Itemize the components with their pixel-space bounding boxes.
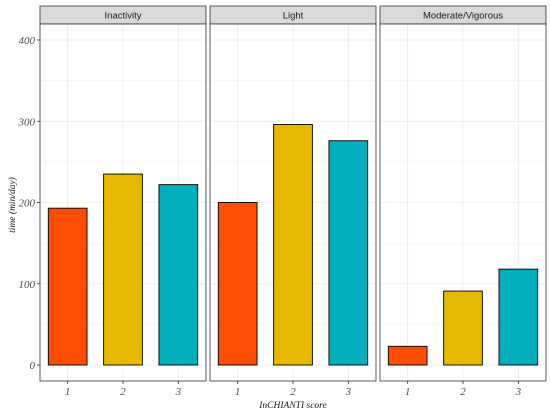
facet-panel: Moderate/Vigorous — [379, 5, 547, 382]
y-tick-label: 0 — [30, 360, 36, 372]
bar — [387, 345, 428, 366]
x-tick-label: 2 — [460, 386, 466, 398]
y-tick-label: 100 — [19, 279, 36, 291]
x-tick-label: 1 — [65, 386, 71, 398]
facet-strip-label: Inactivity — [105, 11, 142, 22]
y-axis: 0 100 200 300 400 — [18, 35, 40, 372]
x-tick-label: 1 — [235, 386, 241, 398]
y-axis-title-group: time (min/day) — [7, 177, 18, 233]
x-axis-title: InCHIANTI score — [258, 401, 326, 411]
facet-strip-label: Light — [283, 11, 304, 22]
bar — [498, 268, 539, 366]
x-axis: 1 2 3 1 2 3 1 2 3 — [65, 381, 522, 398]
facet-panel: Light — [209, 5, 377, 382]
bar — [443, 290, 483, 366]
y-tick-label: 200 — [19, 198, 36, 210]
x-tick-label: 1 — [405, 386, 411, 398]
bar — [47, 207, 88, 366]
facet-strip-label: Moderate/Vigorous — [423, 11, 503, 22]
x-tick-label: 2 — [290, 386, 296, 398]
x-tick-label: 3 — [515, 386, 522, 398]
bar — [217, 202, 258, 366]
bar — [328, 140, 369, 366]
facet-panels: Inactivity Light Moderate/Vigorous — [39, 5, 547, 382]
bar — [103, 173, 143, 366]
bar — [158, 184, 199, 366]
bar — [273, 124, 313, 366]
facet-panel: Inactivity — [39, 5, 207, 382]
x-tick-label: 2 — [120, 386, 126, 398]
y-axis-title: time (min/day) — [7, 177, 18, 233]
x-tick-label: 3 — [175, 386, 182, 398]
y-tick-label: 400 — [19, 35, 36, 47]
x-tick-label: 3 — [345, 386, 352, 398]
y-tick-label: 300 — [18, 116, 36, 128]
